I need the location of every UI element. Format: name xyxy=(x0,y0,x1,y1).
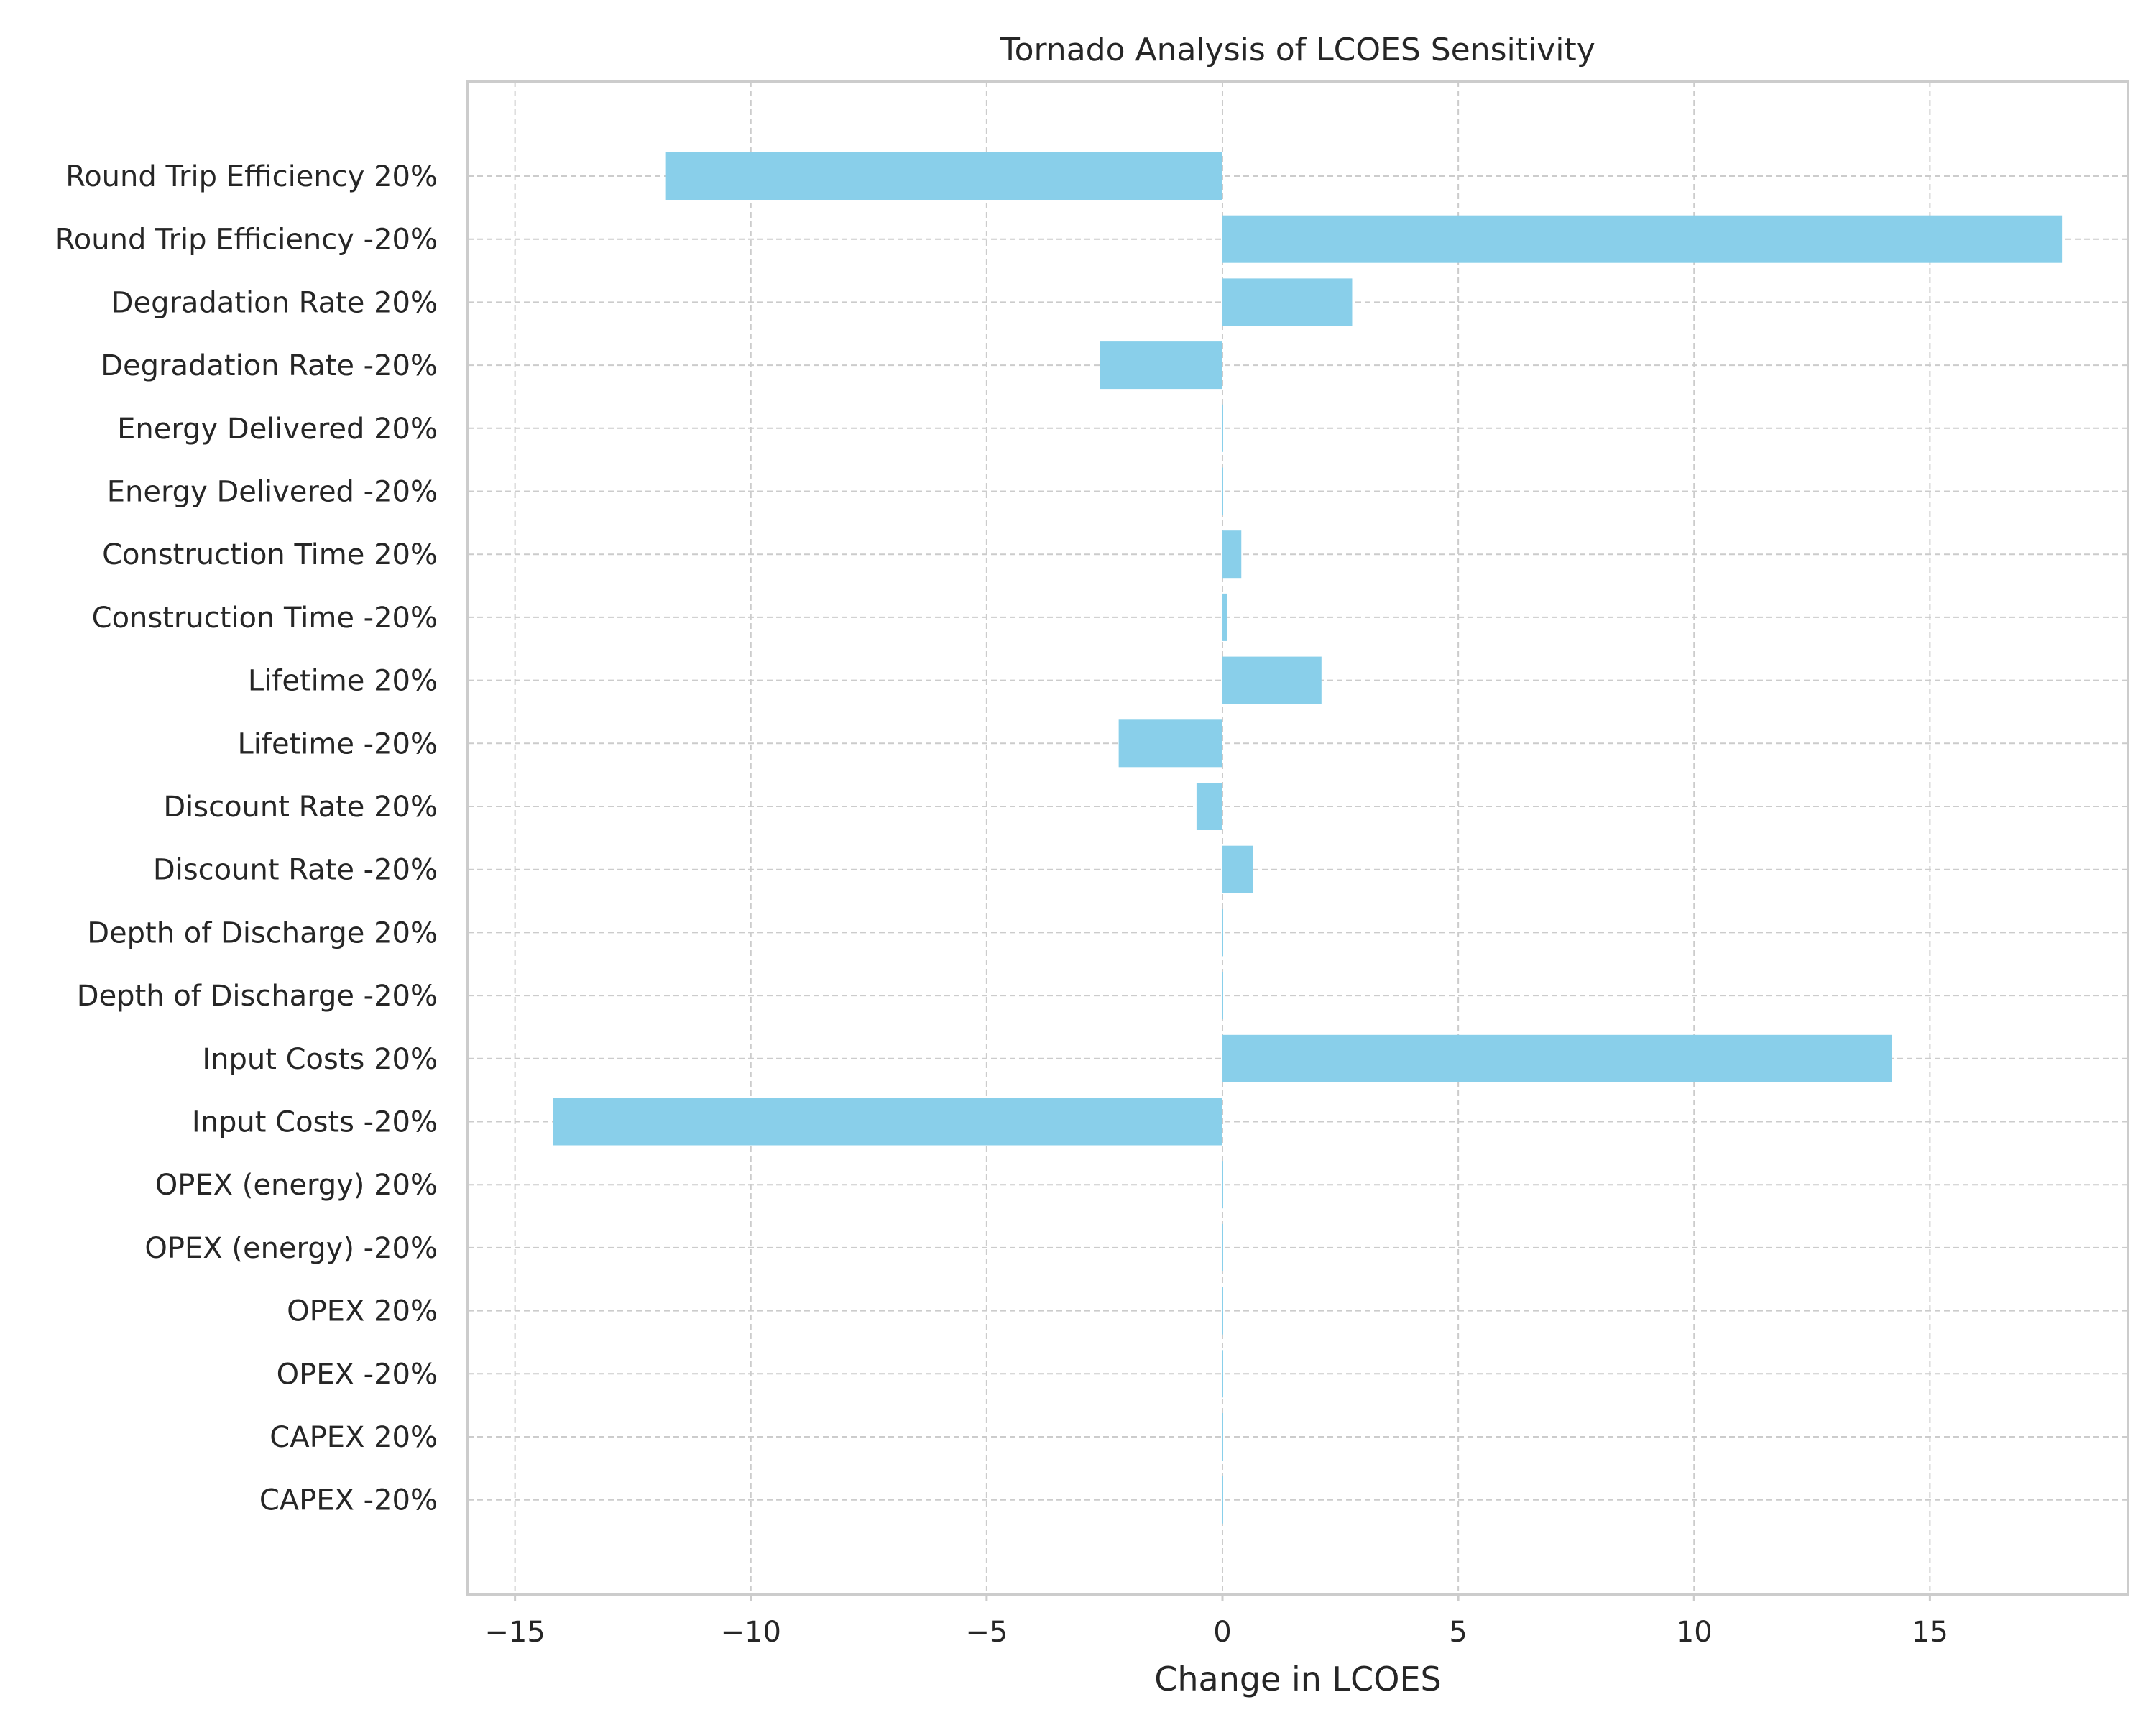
x-tick-label: −5 xyxy=(965,1616,1008,1649)
category-label: OPEX -20% xyxy=(277,1358,438,1391)
bar xyxy=(1222,845,1253,893)
category-label: Degradation Rate -20% xyxy=(101,349,438,382)
category-label: Input Costs -20% xyxy=(192,1106,438,1139)
category-label: Lifetime 20% xyxy=(248,665,438,698)
category-label: Round Trip Efficiency 20% xyxy=(65,160,438,193)
category-label: OPEX (energy) 20% xyxy=(155,1169,438,1202)
category-label-layer: Round Trip Efficiency 20% Round Trip Effi… xyxy=(55,160,438,1517)
category-label: Construction Time -20% xyxy=(92,602,438,635)
category-label: Lifetime -20% xyxy=(237,727,438,760)
category-label: Energy Delivered 20% xyxy=(117,413,438,446)
category-label: Depth of Discharge -20% xyxy=(77,980,438,1013)
bar xyxy=(1222,404,1223,452)
bar xyxy=(1222,467,1223,515)
category-label: Degradation Rate 20% xyxy=(111,286,438,319)
bar xyxy=(1222,1287,1223,1335)
bar xyxy=(1222,530,1242,579)
category-label: Discount Rate 20% xyxy=(163,791,438,824)
category-label: CAPEX -20% xyxy=(259,1484,438,1517)
x-tick-label: −10 xyxy=(721,1616,781,1649)
bar xyxy=(1196,783,1222,830)
category-label: OPEX (energy) -20% xyxy=(144,1232,438,1265)
bar xyxy=(1100,341,1222,390)
bar xyxy=(1222,1350,1223,1398)
x-tick-label: 5 xyxy=(1449,1616,1467,1649)
category-label: Discount Rate -20% xyxy=(153,854,438,887)
bar xyxy=(1222,656,1322,704)
x-tick-label: 15 xyxy=(1912,1616,1948,1649)
category-label: Input Costs 20% xyxy=(202,1043,438,1076)
bar xyxy=(1118,719,1222,768)
bar xyxy=(1222,1413,1223,1460)
bar xyxy=(1222,1161,1223,1209)
x-tick-label: −15 xyxy=(484,1616,545,1649)
bar xyxy=(665,152,1222,200)
bar xyxy=(1222,972,1223,1020)
bar xyxy=(553,1098,1222,1146)
bar xyxy=(1222,1223,1223,1271)
category-label: OPEX 20% xyxy=(287,1295,438,1328)
bar xyxy=(1222,908,1223,957)
x-tick-layer: −15 −10 −5 0 5 10 15 xyxy=(484,1594,1948,1649)
plot-frame xyxy=(466,80,2129,1596)
category-label: Round Trip Efficiency -20% xyxy=(55,224,438,257)
chart-title: Tornado Analysis of LCOES Sensitivity xyxy=(1000,32,1595,68)
bar xyxy=(1222,1034,1892,1082)
bar xyxy=(1222,1476,1223,1524)
category-label: Construction Time 20% xyxy=(102,538,438,571)
bar xyxy=(1222,278,1353,326)
bar xyxy=(1222,593,1227,641)
bar-layer xyxy=(553,152,2063,1524)
x-tick-label: 0 xyxy=(1213,1616,1231,1649)
category-label: Energy Delivered -20% xyxy=(107,476,438,509)
x-tick-label: 10 xyxy=(1676,1616,1713,1649)
x-axis-title: Change in LCOES xyxy=(1154,1660,1442,1698)
category-label: Depth of Discharge 20% xyxy=(87,916,438,949)
category-label: CAPEX 20% xyxy=(270,1421,438,1454)
bar xyxy=(1222,215,2063,263)
